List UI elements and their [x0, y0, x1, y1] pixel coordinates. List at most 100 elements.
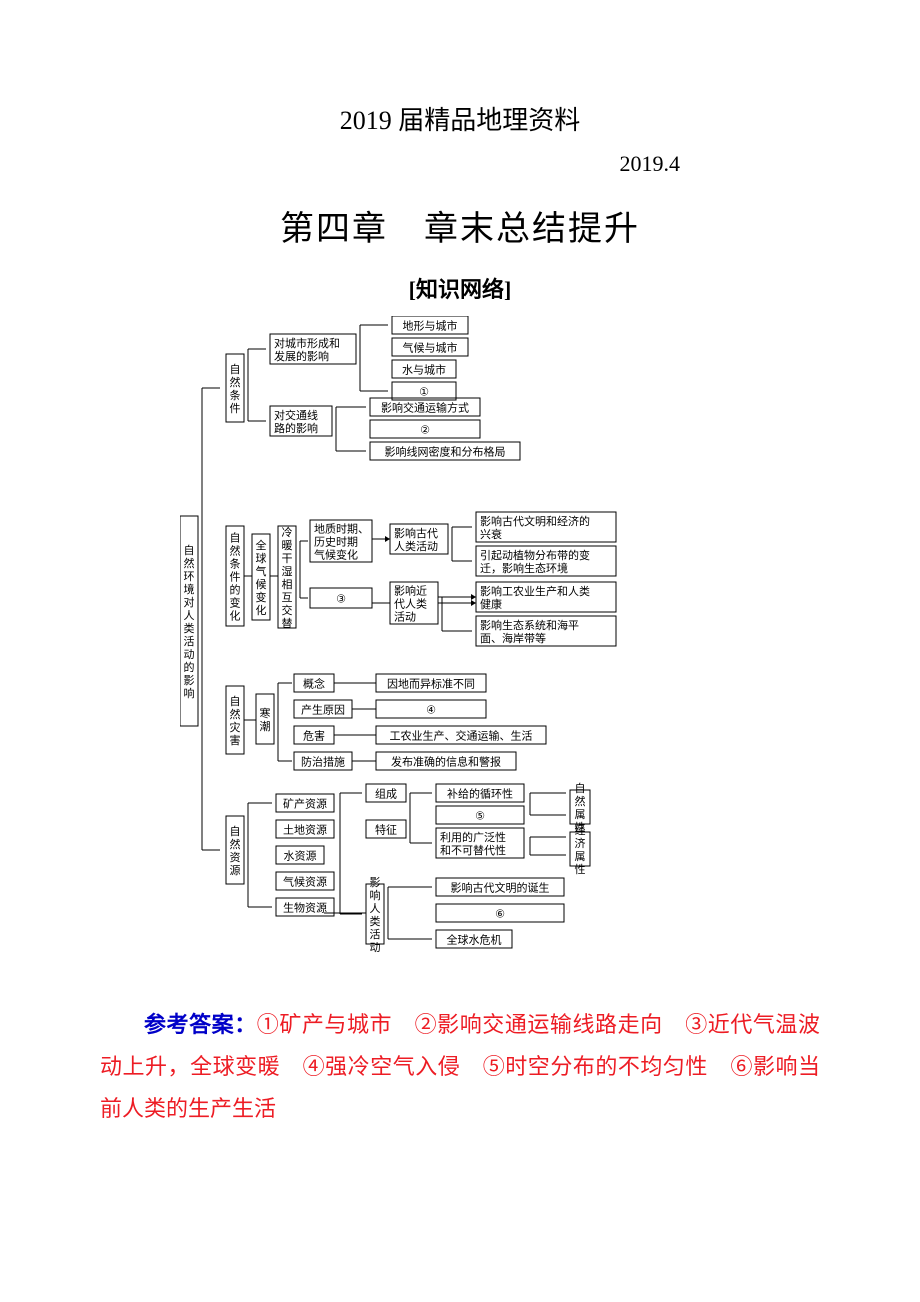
svg-text:件: 件 — [230, 402, 241, 415]
svg-text:全: 全 — [256, 538, 267, 552]
svg-text:环: 环 — [184, 571, 195, 583]
svg-text:自: 自 — [230, 363, 241, 376]
svg-text:生物资源: 生物资源 — [283, 901, 327, 915]
svg-text:代人类: 代人类 — [394, 597, 427, 611]
svg-text:影响交通运输方式: 影响交通运输方式 — [381, 401, 469, 415]
section-title: [知识网络] — [100, 272, 820, 304]
svg-text:土地资源: 土地资源 — [283, 823, 327, 837]
svg-text:的: 的 — [230, 583, 241, 597]
svg-text:条: 条 — [230, 557, 241, 571]
svg-text:引起动植物分布带的变: 引起动植物分布带的变 — [480, 548, 590, 562]
svg-text:⑤: ⑤ — [475, 811, 485, 823]
svg-text:影: 影 — [184, 674, 195, 687]
svg-text:发布准确的信息和警报: 发布准确的信息和警报 — [391, 755, 501, 769]
svg-text:全球水危机: 全球水危机 — [447, 933, 502, 947]
svg-text:害: 害 — [230, 733, 241, 747]
chapter-title: 第四章 章末总结提升 — [100, 201, 820, 250]
svg-text:属: 属 — [575, 808, 586, 821]
svg-text:影响生态系统和海平: 影响生态系统和海平 — [480, 618, 579, 632]
svg-text:兴衰: 兴衰 — [480, 527, 502, 541]
svg-text:对: 对 — [184, 595, 195, 609]
svg-text:⑥: ⑥ — [495, 909, 505, 921]
svg-text:气: 气 — [256, 564, 267, 578]
svg-text:球: 球 — [256, 551, 267, 565]
svg-text:自: 自 — [230, 532, 241, 545]
svg-text:化: 化 — [230, 609, 241, 623]
svg-text:替: 替 — [282, 616, 293, 630]
svg-text:然: 然 — [230, 837, 241, 851]
svg-text:影响工农业生产和人类: 影响工农业生产和人类 — [480, 584, 590, 598]
svg-text:境: 境 — [184, 582, 195, 596]
svg-text:人: 人 — [184, 609, 195, 622]
svg-text:条: 条 — [230, 388, 241, 402]
svg-text:寒: 寒 — [260, 706, 271, 720]
svg-text:相: 相 — [282, 578, 293, 591]
knowledge-diagram: 自然环境对人类活动的影响自然条件自然条件的变化自然灾害自然资源对城市形成和发展的… — [100, 316, 820, 976]
svg-text:活动: 活动 — [394, 611, 416, 624]
svg-text:响: 响 — [370, 889, 381, 902]
svg-text:①: ① — [419, 387, 429, 399]
svg-text:地质时期、: 地质时期、 — [314, 523, 369, 536]
svg-text:气候资源: 气候资源 — [283, 875, 327, 889]
svg-text:变: 变 — [230, 596, 241, 610]
svg-text:和不可替代性: 和不可替代性 — [440, 843, 506, 857]
svg-text:件: 件 — [230, 571, 241, 584]
svg-text:自: 自 — [575, 782, 586, 795]
svg-text:然: 然 — [575, 794, 586, 808]
svg-text:类: 类 — [184, 621, 195, 635]
svg-text:矿产资源: 矿产资源 — [283, 797, 327, 811]
svg-text:自: 自 — [184, 544, 195, 557]
date-line: 2019.4 — [100, 151, 820, 177]
svg-text:影响近: 影响近 — [394, 585, 427, 598]
main-title: 2019 届精品地理资料 — [100, 100, 820, 137]
svg-text:响: 响 — [184, 687, 195, 700]
svg-text:②: ② — [420, 425, 430, 437]
svg-text:潮: 潮 — [260, 719, 271, 733]
svg-text:济: 济 — [575, 836, 586, 850]
svg-text:性: 性 — [575, 862, 586, 876]
svg-text:气候变化: 气候变化 — [314, 548, 358, 562]
svg-text:自: 自 — [230, 695, 241, 708]
svg-text:因地而异标准不同: 因地而异标准不同 — [387, 677, 475, 691]
svg-text:交: 交 — [282, 603, 293, 617]
svg-text:影响古代文明的诞生: 影响古代文明的诞生 — [451, 881, 550, 895]
diagram-svg: 自然环境对人类活动的影响自然条件自然条件的变化自然灾害自然资源对城市形成和发展的… — [180, 316, 740, 976]
svg-text:发展的影响: 发展的影响 — [274, 349, 329, 363]
svg-text:气候与城市: 气候与城市 — [403, 341, 458, 355]
svg-text:影响古代文明和经济的: 影响古代文明和经济的 — [480, 514, 590, 528]
svg-text:湿: 湿 — [282, 565, 293, 578]
svg-text:互: 互 — [282, 592, 293, 604]
svg-text:补给的循环性: 补给的循环性 — [447, 787, 513, 801]
svg-text:然: 然 — [230, 544, 241, 558]
svg-text:危害: 危害 — [303, 729, 325, 743]
svg-text:水与城市: 水与城市 — [402, 363, 446, 377]
svg-text:产生原因: 产生原因 — [301, 703, 345, 717]
document-page: 2019 届精品地理资料 2019.4 第四章 章末总结提升 [知识网络] 自然… — [0, 0, 920, 1189]
svg-text:概念: 概念 — [303, 677, 325, 691]
svg-text:水资源: 水资源 — [284, 849, 317, 863]
svg-text:然: 然 — [184, 556, 195, 570]
svg-text:地形与城市: 地形与城市 — [403, 319, 458, 333]
svg-text:动: 动 — [370, 941, 381, 954]
svg-text:属: 属 — [575, 850, 586, 863]
svg-text:资: 资 — [230, 851, 241, 864]
svg-text:路的影响: 路的影响 — [274, 421, 318, 435]
svg-text:类: 类 — [370, 914, 381, 928]
svg-text:对交通线: 对交通线 — [274, 408, 318, 422]
svg-text:④: ④ — [426, 705, 436, 717]
svg-text:变: 变 — [256, 590, 267, 604]
answers-lead: 参考答案： — [144, 1012, 257, 1037]
svg-text:组成: 组成 — [375, 787, 397, 801]
svg-text:冷: 冷 — [282, 526, 293, 539]
reference-answers: 参考答案：①矿产与城市 ②影响交通运输线路走向 ③近代气温波动上升，全球变暖 ④… — [100, 1004, 820, 1129]
svg-text:经: 经 — [575, 824, 586, 837]
svg-text:健康: 健康 — [480, 597, 502, 611]
svg-text:干: 干 — [282, 553, 293, 565]
svg-text:历史时期: 历史时期 — [314, 536, 358, 549]
svg-text:动: 动 — [184, 648, 195, 661]
svg-text:的: 的 — [184, 660, 195, 674]
svg-text:防治措施: 防治措施 — [301, 755, 345, 769]
svg-text:迁，影响生态环境: 迁，影响生态环境 — [480, 561, 568, 575]
svg-text:人类活动: 人类活动 — [394, 539, 438, 553]
svg-text:自: 自 — [230, 825, 241, 838]
